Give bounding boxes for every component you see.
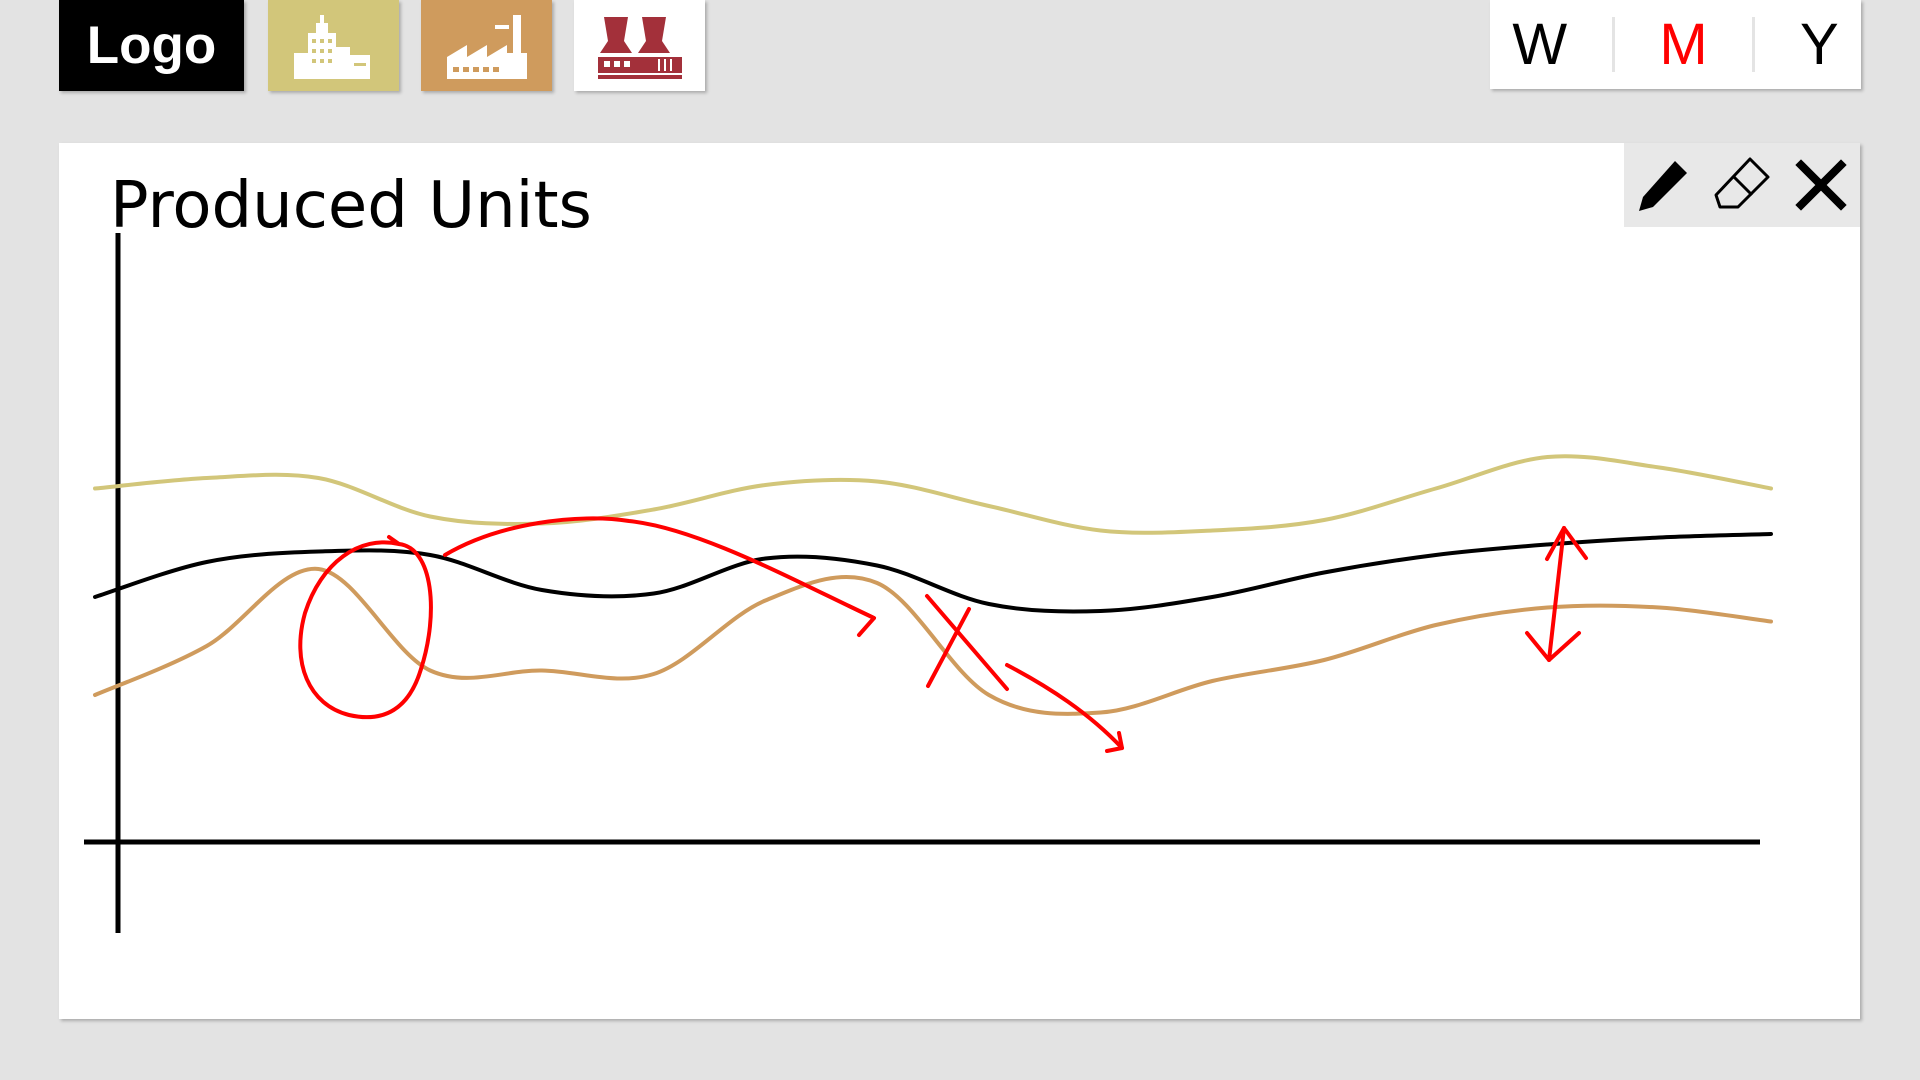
- logo: Logo: [59, 0, 244, 91]
- logo-text: Logo: [86, 16, 217, 75]
- annotation-arrow: [443, 516, 876, 620]
- annotation-double-arrow-head: [1545, 526, 1588, 561]
- period-divider: [1752, 17, 1756, 72]
- factory-icon: [446, 14, 527, 79]
- series-line-3: [93, 566, 1773, 716]
- line-chart: [84, 233, 1773, 933]
- period-option-year[interactable]: Y: [1799, 12, 1839, 77]
- annotation-arrow-head: [1105, 731, 1124, 753]
- plant-tile-office[interactable]: [268, 0, 399, 91]
- pencil-button[interactable]: [1633, 155, 1693, 215]
- period-option-month[interactable]: M: [1659, 12, 1708, 77]
- annotation-circle: [298, 540, 433, 720]
- power-plant-cooling-towers-icon: [597, 16, 682, 79]
- annotation-double-arrow-head: [1525, 631, 1581, 662]
- close-icon: [1794, 159, 1847, 211]
- eraser-button[interactable]: [1712, 155, 1772, 215]
- annotation-arrow: [1005, 663, 1124, 750]
- period-divider: [1611, 17, 1615, 72]
- plant-tile-factory[interactable]: [421, 0, 552, 91]
- pencil-icon: [1639, 161, 1688, 211]
- series-line-1: [93, 454, 1773, 535]
- period-option-week[interactable]: W: [1512, 12, 1568, 77]
- eraser-icon: [1714, 157, 1770, 209]
- panel-title: Produced Units: [110, 169, 592, 243]
- close-button[interactable]: [1791, 155, 1851, 215]
- period-selector: W M Y: [1490, 0, 1861, 89]
- annotation-circle-tail: [387, 535, 401, 546]
- chart-panel: Produced Units: [59, 143, 1860, 1019]
- panel-toolbar: [1624, 143, 1860, 227]
- office-building-plant-icon: [293, 14, 370, 79]
- series-line-2: [93, 532, 1773, 614]
- annotation-arrow-head: [847, 604, 876, 637]
- plant-tile-power-plant[interactable]: [574, 0, 705, 91]
- annotation-double-arrow: [1547, 526, 1566, 662]
- annotation-cross: [925, 594, 1009, 691]
